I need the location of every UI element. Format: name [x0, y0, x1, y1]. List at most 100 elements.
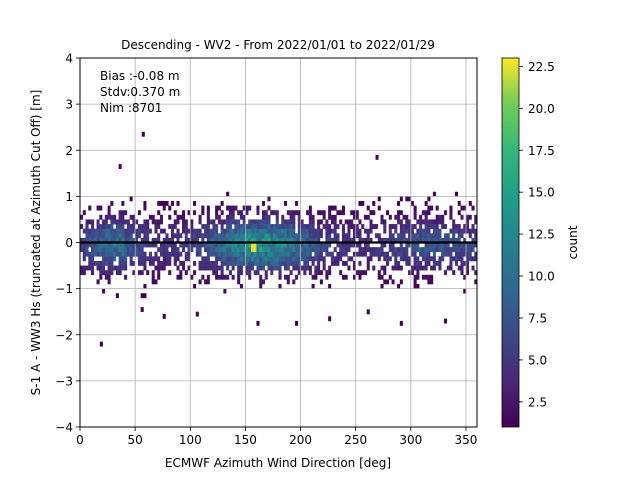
heatmap-cell: [99, 205, 103, 211]
heatmap-cell: [154, 237, 158, 243]
heatmap-cell: [297, 228, 301, 234]
heatmap-cell: [124, 242, 128, 248]
heatmap-cell: [270, 251, 274, 257]
heatmap-cell: [300, 224, 304, 229]
heatmap-cell: [317, 256, 321, 262]
heatmap-cell: [419, 233, 423, 239]
heatmap-cell: [303, 242, 307, 248]
heatmap-cell: [93, 233, 97, 239]
heatmap-cell: [137, 251, 141, 257]
heatmap-cell: [339, 251, 343, 257]
heatmap-cell: [126, 233, 130, 239]
heatmap-cell: [143, 265, 147, 271]
heatmap-cell: [190, 237, 194, 243]
heatmap-cell: [435, 247, 439, 253]
heatmap-cell: [234, 233, 238, 239]
heatmap-cell: [372, 210, 376, 216]
heatmap-cell: [215, 242, 219, 248]
heatmap-cell: [82, 270, 86, 276]
heatmap-cell: [300, 233, 304, 239]
heatmap-cell: [474, 242, 477, 248]
heatmap-cell: [386, 251, 390, 257]
heatmap-cell: [454, 256, 458, 262]
heatmap-cell: [110, 251, 114, 257]
heatmap-cell: [91, 228, 95, 234]
heatmap-cell: [102, 288, 106, 294]
heatmap-cell: [328, 316, 332, 322]
heatmap-cell: [319, 228, 323, 234]
heatmap-cell: [275, 237, 279, 243]
heatmap-cell: [173, 256, 177, 262]
heatmap-cell: [165, 233, 169, 239]
heatmap-cell: [278, 265, 282, 271]
heatmap-cell: [308, 228, 312, 234]
heatmap-cell: [140, 260, 144, 266]
heatmap-cell: [465, 214, 470, 220]
heatmap-cell: [457, 242, 461, 248]
heatmap-cell: [170, 233, 175, 239]
heatmap-cell: [306, 237, 310, 243]
heatmap-cell: [432, 247, 436, 253]
heatmap-cell: [443, 210, 447, 216]
heatmap-cell: [419, 251, 423, 257]
heatmap-cell: [220, 247, 224, 253]
heatmap-cell: [363, 251, 368, 257]
heatmap-cell: [115, 224, 119, 229]
heatmap-cell: [206, 265, 210, 271]
heatmap-cell: [206, 219, 210, 225]
heatmap-cell: [137, 256, 141, 262]
heatmap-cell: [151, 279, 155, 285]
heatmap-cell: [226, 265, 230, 271]
heatmap-cell: [132, 224, 136, 229]
heatmap-cell: [438, 247, 442, 253]
heatmap-cell: [377, 237, 381, 243]
heatmap-cell: [421, 219, 425, 225]
heatmap-cell: [449, 260, 453, 266]
heatmap-cell: [201, 233, 205, 239]
heatmap-cell: [115, 293, 119, 299]
heatmap-cell: [193, 237, 197, 243]
heatmap-cell: [272, 256, 277, 262]
heatmap-cell: [424, 224, 428, 229]
heatmap-cell: [159, 228, 164, 234]
heatmap-cell: [468, 256, 472, 262]
heatmap-cell: [223, 242, 227, 248]
heatmap-cell: [217, 214, 221, 220]
heatmap-cell: [311, 228, 315, 234]
heatmap-cell: [474, 279, 477, 285]
heatmap-cell: [421, 247, 425, 253]
heatmap-cell: [259, 251, 263, 257]
heatmap-cell: [350, 210, 354, 216]
heatmap-cell: [416, 284, 420, 289]
heatmap-cell: [261, 247, 266, 253]
heatmap-cell: [270, 256, 274, 262]
heatmap-cell: [209, 260, 213, 266]
heatmap-cell: [347, 247, 351, 253]
heatmap-cell: [410, 224, 414, 229]
heatmap-cell: [132, 237, 136, 243]
heatmap-cell: [215, 210, 219, 216]
heatmap-cell: [284, 251, 288, 257]
heatmap-cell: [339, 256, 343, 262]
heatmap-cell: [413, 242, 417, 248]
heatmap-cell: [413, 233, 417, 239]
heatmap-cell: [328, 233, 332, 239]
heatmap-cell: [341, 251, 345, 257]
heatmap-cell: [110, 200, 114, 206]
heatmap-cell: [217, 233, 221, 239]
heatmap-cell: [143, 242, 147, 248]
heatmap-cell: [182, 210, 186, 216]
heatmap-cell: [220, 237, 224, 243]
heatmap-cell: [278, 251, 282, 257]
heatmap-cell: [424, 228, 428, 234]
heatmap-cell: [300, 247, 304, 253]
heatmap-cell: [432, 228, 436, 234]
heatmap-cell: [170, 251, 175, 257]
heatmap-cell: [256, 265, 260, 271]
heatmap-cell: [264, 274, 268, 280]
heatmap-cell: [399, 320, 403, 326]
heatmap-cell: [242, 247, 246, 253]
heatmap-cell: [239, 247, 243, 253]
heatmap-cell: [132, 247, 136, 253]
heatmap-cell: [430, 219, 434, 225]
